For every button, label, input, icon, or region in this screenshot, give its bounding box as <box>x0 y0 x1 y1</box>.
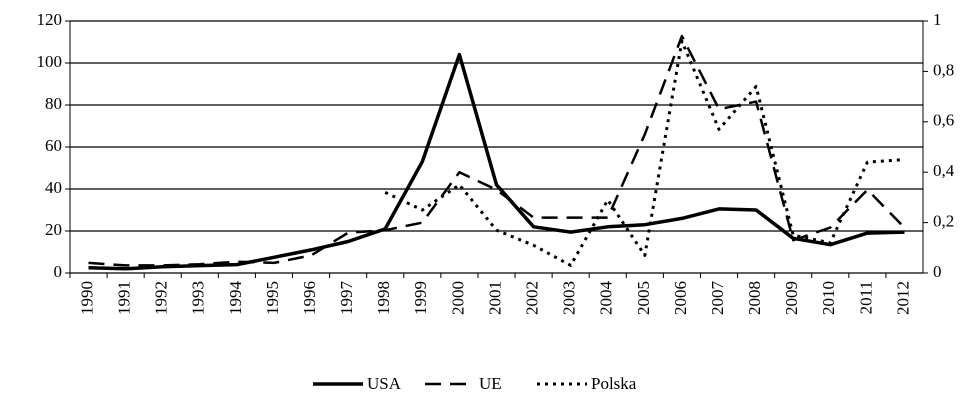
x-tick-label: 2004 <box>597 281 616 316</box>
x-tick-label: 1995 <box>263 281 282 315</box>
series-line <box>384 39 905 267</box>
y2-tick-label: 0,6 <box>933 111 954 130</box>
series-line <box>88 52 905 271</box>
y-tick-label: 100 <box>37 52 63 71</box>
x-tick-label: 1997 <box>337 281 356 316</box>
series-line <box>88 34 906 267</box>
y2-tick-label: 0,4 <box>933 161 955 180</box>
x-tick-label: 2006 <box>671 281 690 315</box>
x-tick-label: 2011 <box>856 281 875 314</box>
x-tick-label: 2010 <box>819 281 838 315</box>
x-tick-label: 2000 <box>448 281 467 315</box>
x-tick-label: 1994 <box>226 281 245 316</box>
y-tick-label: 20 <box>45 220 62 239</box>
x-tick-label: 2009 <box>782 281 801 315</box>
x-tick-label: 1992 <box>152 281 171 315</box>
x-tick-label: 2003 <box>560 281 579 315</box>
x-tick-label: 2005 <box>634 281 653 315</box>
x-tick-label: 2007 <box>708 281 727 316</box>
y2-tick-label: 0,2 <box>933 212 954 231</box>
y2-tick-label: 0 <box>933 262 942 281</box>
y2-tick-label: 1 <box>933 10 942 29</box>
legend-label: UE <box>479 374 502 393</box>
y-tick-label: 80 <box>45 94 62 113</box>
x-tick-label: 1999 <box>411 281 430 315</box>
y2-tick-label: 0,8 <box>933 60 954 79</box>
x-tick-label: 1993 <box>189 281 208 315</box>
x-tick-label: 2002 <box>522 281 541 315</box>
x-tick-label: 2001 <box>485 281 504 315</box>
y-tick-label: 40 <box>45 178 62 197</box>
y-tick-label: 0 <box>54 262 63 281</box>
legend-label: Polska <box>591 374 637 393</box>
x-tick-label: 1996 <box>300 281 319 315</box>
x-tick-label: 1998 <box>374 281 393 315</box>
x-tick-label: 2008 <box>745 281 764 315</box>
x-tick-label: 1990 <box>77 281 96 315</box>
y-tick-label: 60 <box>45 136 62 155</box>
x-tick-label: 1991 <box>115 281 134 315</box>
x-tick-label: 2012 <box>893 281 912 315</box>
legend-label: USA <box>367 374 402 393</box>
y-tick-label: 120 <box>37 10 63 29</box>
